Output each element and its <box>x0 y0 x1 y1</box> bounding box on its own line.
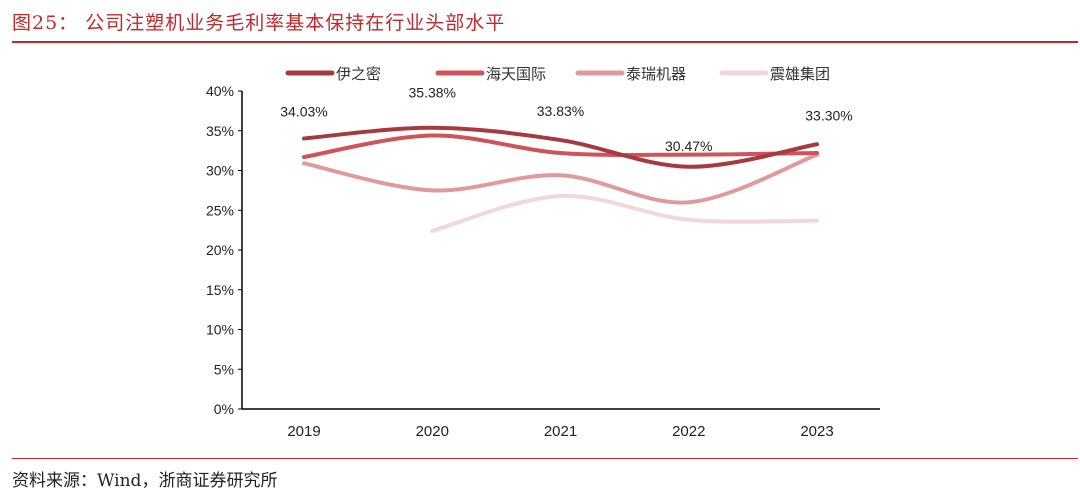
x-tick-label: 2020 <box>416 423 449 440</box>
legend-label: 震雄集团 <box>770 65 830 83</box>
x-tick-label: 2021 <box>544 423 577 440</box>
legend-label: 泰瑞机器 <box>626 65 686 83</box>
data-label: 33.30% <box>805 107 852 123</box>
source-note: 资料来源：Wind，浙商证券研究所 <box>12 471 278 491</box>
title-rule <box>12 41 1078 43</box>
series-line-伊之密 <box>302 125 819 169</box>
series-line-震雄集团 <box>430 193 819 233</box>
data-label: 33.83% <box>537 103 584 119</box>
legend-label: 伊之密 <box>336 65 381 83</box>
source-rule <box>12 458 1078 459</box>
y-tick-label: 25% <box>206 202 234 218</box>
legend-label: 海天国际 <box>486 65 546 83</box>
y-tick-label: 15% <box>206 282 234 298</box>
x-tick-label: 2019 <box>287 423 320 440</box>
y-tick-label: 10% <box>206 322 234 338</box>
y-tick-label: 40% <box>206 83 234 99</box>
y-tick-label: 30% <box>206 163 234 179</box>
data-label: 34.03% <box>280 103 327 119</box>
series-line-海天国际 <box>302 133 819 159</box>
y-tick-label: 20% <box>206 242 234 258</box>
y-tick-label: 0% <box>214 401 234 417</box>
x-tick-label: 2023 <box>800 423 833 440</box>
x-tick-label: 2022 <box>672 423 705 440</box>
y-tick-label: 35% <box>206 123 234 139</box>
y-tick-label: 5% <box>214 361 234 377</box>
data-label: 35.38% <box>409 85 456 101</box>
data-label: 30.47% <box>665 138 712 154</box>
figure-title: 图25： 公司注塑机业务毛利率基本保持在行业头部水平 <box>12 12 506 34</box>
series-line-泰瑞机器 <box>302 152 819 205</box>
